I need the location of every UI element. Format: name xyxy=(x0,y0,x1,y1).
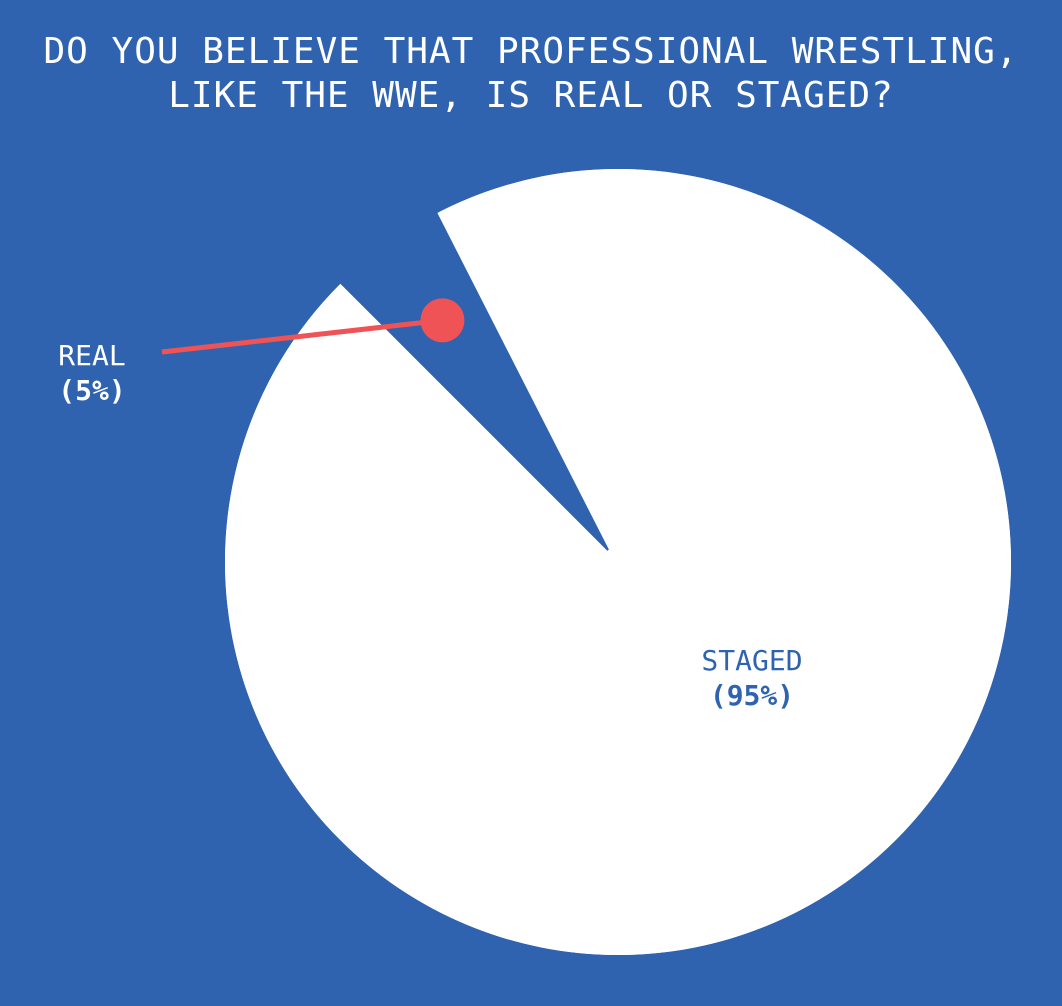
real-pointer xyxy=(161,298,465,355)
slice-real xyxy=(328,198,609,551)
chart-title: DO YOU BELIEVE THAT PROFESSIONAL WRESTLI… xyxy=(0,30,1062,118)
pie-slices xyxy=(224,169,1011,956)
chart-title-line-2: LIKE THE WWE, IS REAL OR STAGED? xyxy=(168,75,894,116)
slice-staged xyxy=(224,169,1011,956)
real-label: REAL xyxy=(58,339,125,372)
real-value-label: (5%) xyxy=(58,374,125,407)
real-pointer-dot xyxy=(420,298,465,343)
real-pointer-line xyxy=(161,317,443,355)
slice-labels: REAL(5%) STAGED(95%) xyxy=(58,339,802,712)
chart-title-line-1: DO YOU BELIEVE THAT PROFESSIONAL WRESTLI… xyxy=(43,31,1019,72)
staged-value-label: (95%) xyxy=(710,679,794,712)
staged-label: STAGED xyxy=(701,644,802,677)
